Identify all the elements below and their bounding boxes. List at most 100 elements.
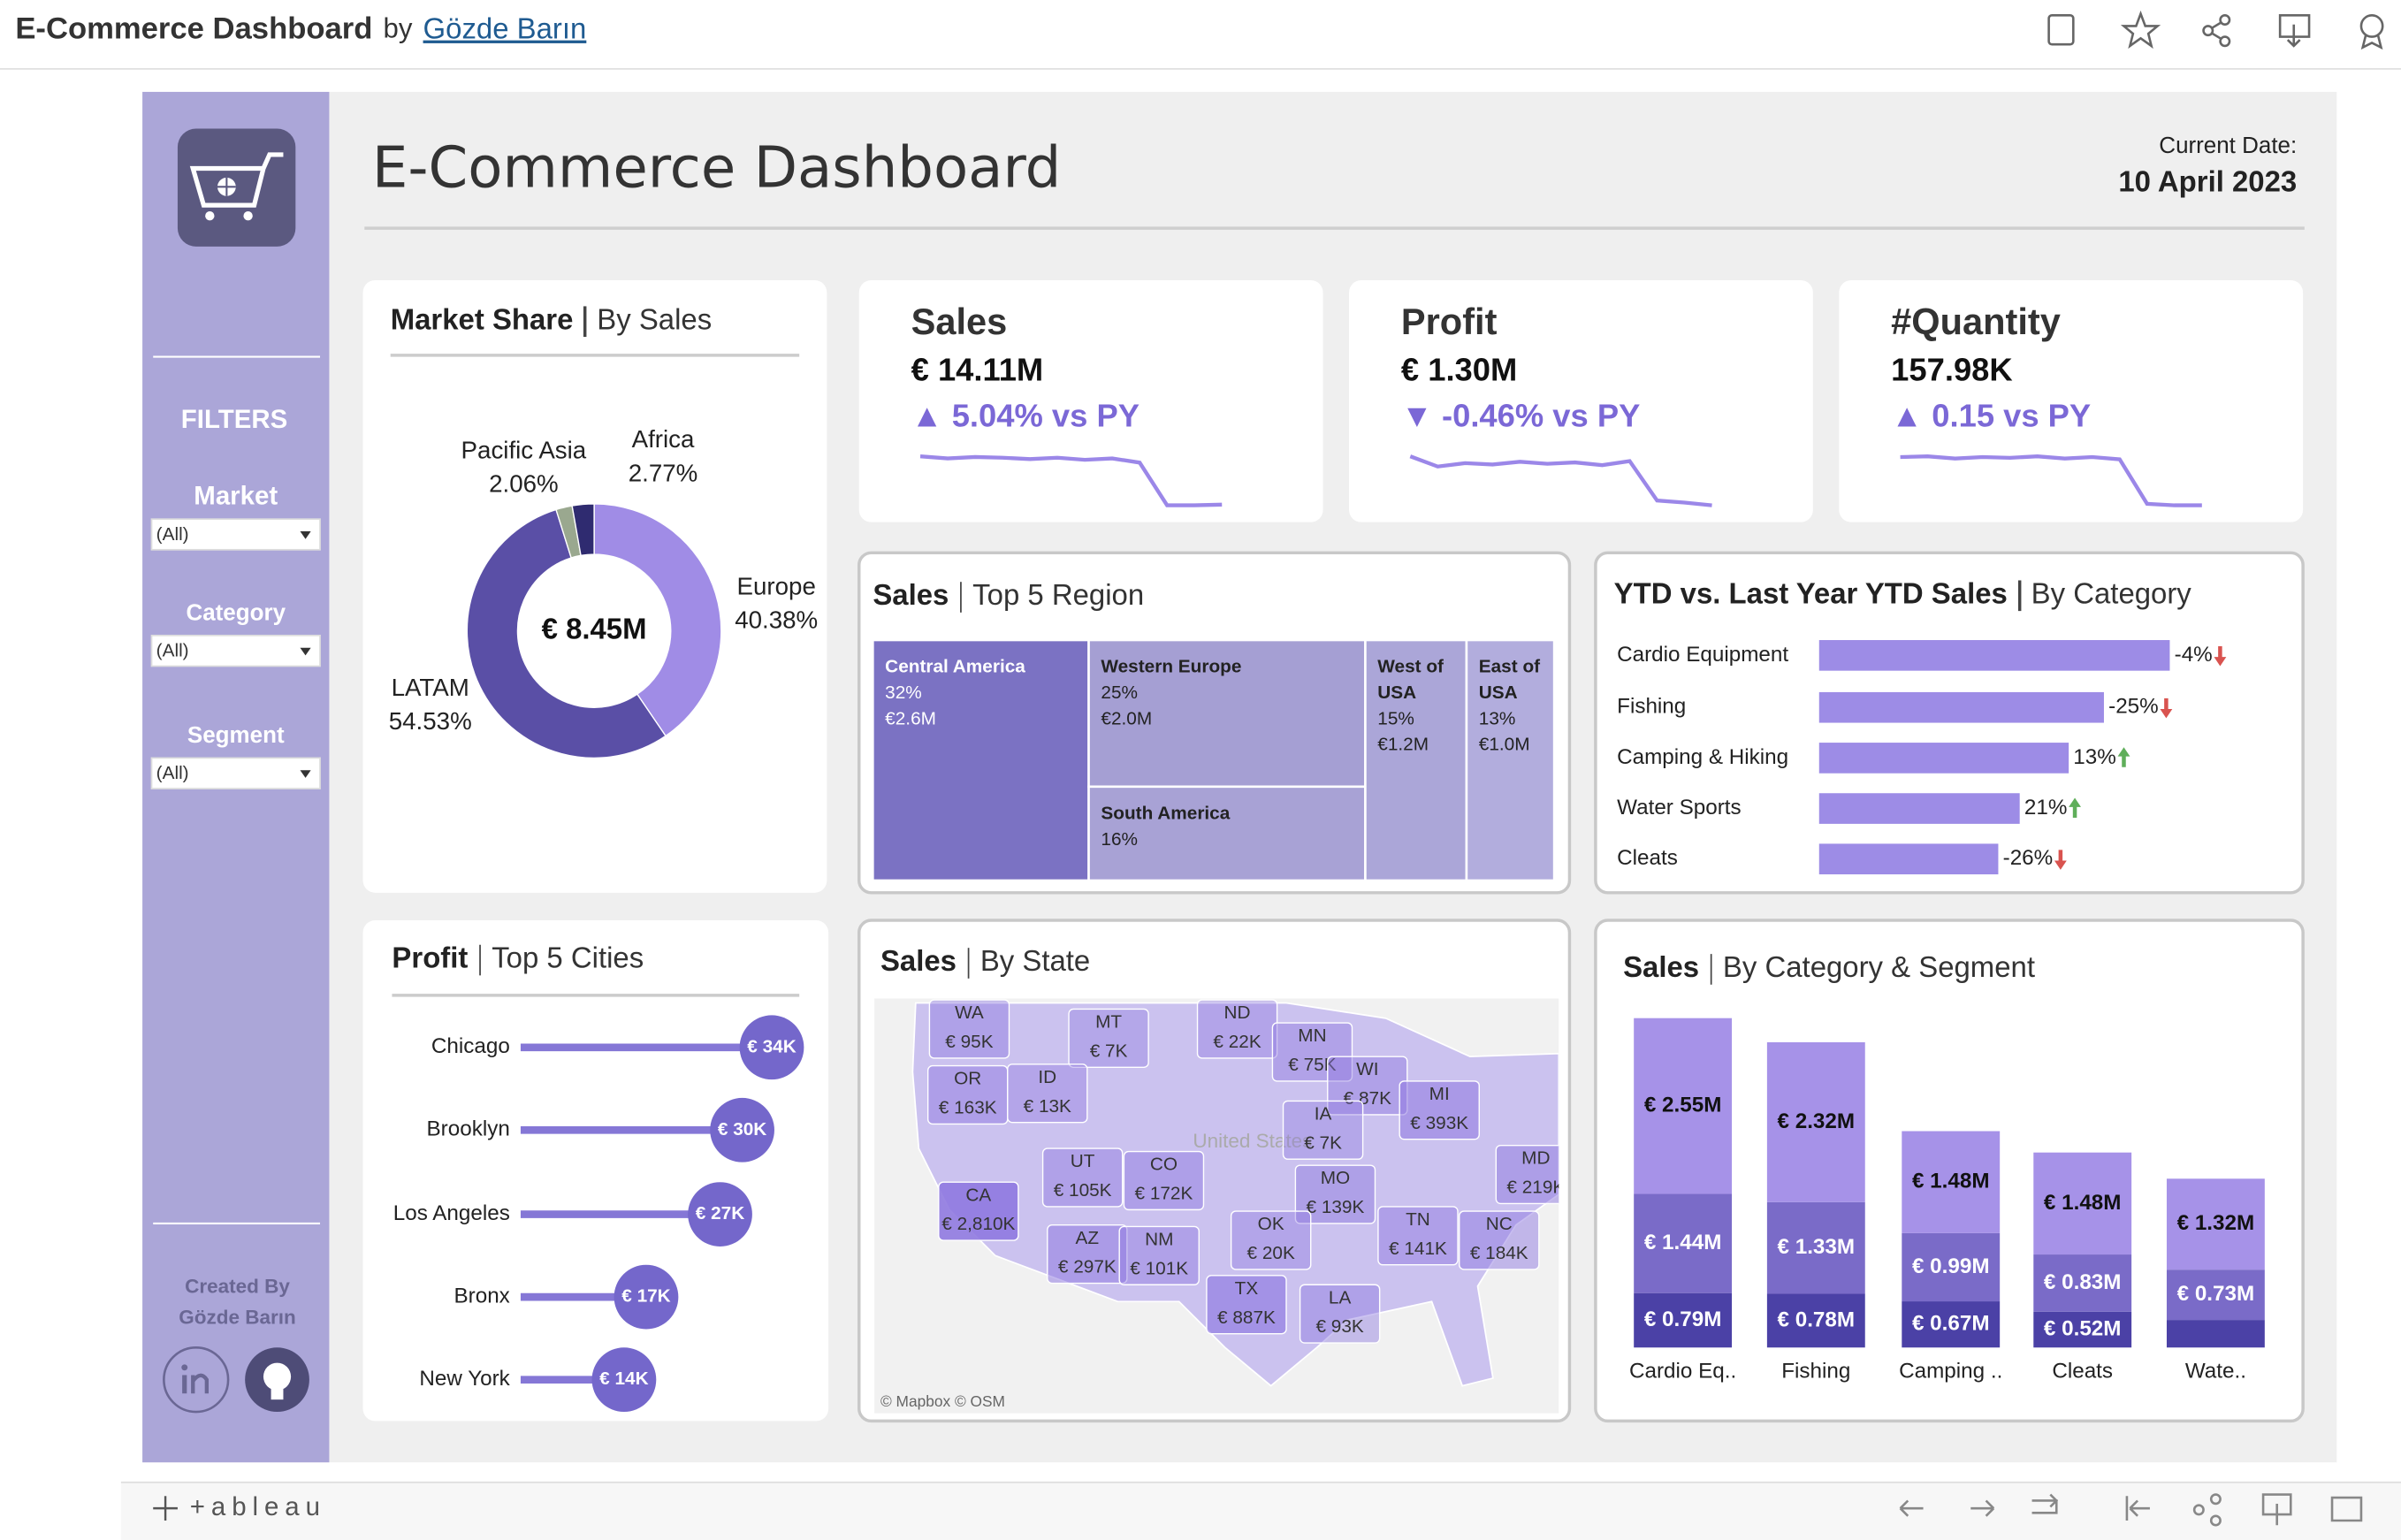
filter-dropdown[interactable]: (All) bbox=[150, 518, 321, 551]
card-title-main: Profit bbox=[392, 942, 469, 976]
edit-icon[interactable] bbox=[2047, 14, 2075, 46]
dropdown-value: (All) bbox=[156, 763, 189, 783]
region-sales: €1.0M bbox=[1478, 733, 1530, 755]
slice-value: 2.77% bbox=[629, 459, 698, 486]
value-label: € 2.55M bbox=[1644, 1093, 1722, 1117]
state-code: WI bbox=[1356, 1059, 1378, 1079]
kpi-value: € 14.11M bbox=[911, 352, 1044, 388]
card-title: Market Share By Sales bbox=[391, 300, 819, 342]
metrics-icon[interactable] bbox=[2359, 14, 2384, 50]
state-value: € 22K bbox=[1213, 1032, 1261, 1052]
slice-label: Pacific Asia bbox=[461, 436, 587, 463]
share-icon[interactable] bbox=[2202, 14, 2231, 48]
change-label: -26% bbox=[2003, 846, 2054, 870]
cart-logo bbox=[177, 128, 296, 247]
separator bbox=[1710, 954, 1712, 985]
card-subtitle: By State bbox=[979, 946, 1091, 979]
reset-button[interactable] bbox=[2125, 1496, 2150, 1521]
state-value: € 87K bbox=[1344, 1088, 1391, 1109]
filter-dropdown[interactable]: (All) bbox=[150, 757, 321, 789]
state-code: IA bbox=[1315, 1103, 1332, 1124]
value-label: € 1.44M bbox=[1644, 1231, 1722, 1254]
value-label: € 0.52M bbox=[2044, 1316, 2122, 1340]
region-share: 13% bbox=[1478, 707, 1516, 729]
value-label: € 2.32M bbox=[1778, 1109, 1856, 1133]
redo-button[interactable] bbox=[1970, 1499, 1995, 1517]
state-code: MT bbox=[1095, 1012, 1122, 1033]
category-label: Cleats bbox=[1617, 846, 1678, 870]
linkedin-icon[interactable] bbox=[163, 1346, 230, 1414]
card-title-box: Market Share By Sales bbox=[391, 300, 819, 342]
state-value: € 172K bbox=[1135, 1184, 1193, 1204]
treemap-label: West of USA 15% €1.2M bbox=[1365, 640, 1466, 772]
state-value: € 95K bbox=[945, 1032, 993, 1052]
state-code: CO bbox=[1150, 1155, 1178, 1175]
card-subtitle: By Category bbox=[2031, 578, 2191, 612]
kpi-title: #Quantity bbox=[1891, 301, 2061, 342]
sparkline bbox=[919, 454, 1223, 507]
by-text: by bbox=[384, 13, 413, 44]
bar-segment bbox=[1634, 1292, 1733, 1348]
state-area bbox=[1399, 1080, 1480, 1140]
created-by: Created By bbox=[185, 1276, 290, 1298]
state-code: WA bbox=[955, 1003, 984, 1023]
revert-button[interactable] bbox=[2031, 1493, 2059, 1514]
change-label: 21% bbox=[2024, 796, 2068, 820]
slice-value: 54.53% bbox=[389, 707, 472, 735]
treemap-label-box: East of USA 13% €1.0M bbox=[1478, 655, 1540, 755]
category-label: Camping & Hiking bbox=[1617, 745, 1788, 769]
state-area bbox=[1047, 1224, 1128, 1285]
treemap-cell bbox=[1465, 638, 1556, 882]
card bbox=[858, 279, 1323, 522]
state-code: LA bbox=[1329, 1287, 1352, 1307]
bar-segment bbox=[1766, 1293, 1865, 1348]
fullscreen-button[interactable] bbox=[2330, 1496, 2363, 1522]
filters-title: FILTERS bbox=[181, 405, 287, 434]
state-code: NM bbox=[1145, 1230, 1173, 1250]
lollipop-head bbox=[739, 1015, 804, 1080]
value-label: € 0.67M bbox=[1912, 1312, 1990, 1336]
change-label: 13% bbox=[2073, 745, 2116, 769]
dropdown-box bbox=[150, 757, 321, 789]
filter-dropdown[interactable]: (All) bbox=[150, 634, 321, 667]
card-title-main: Market Share bbox=[390, 304, 574, 338]
category-label: Cardio Equipment bbox=[1617, 643, 1788, 667]
favorite-icon[interactable] bbox=[2120, 10, 2161, 50]
download-icon[interactable] bbox=[2278, 14, 2311, 48]
card-title-box: Sales By Category & Segment bbox=[1623, 952, 2035, 985]
state-code: MN bbox=[1298, 1025, 1326, 1046]
dropdown-value: (All) bbox=[156, 641, 189, 661]
share-button[interactable] bbox=[2192, 1493, 2222, 1527]
treemap-cell bbox=[1087, 785, 1367, 882]
card-title-box: Sales By State bbox=[880, 946, 1091, 979]
card-title: Sales Top 5 Region bbox=[873, 576, 1332, 618]
dropdown-arrow bbox=[300, 770, 311, 778]
category-label: Water Sports bbox=[1617, 796, 1742, 820]
date-label: Current Date: bbox=[2159, 132, 2297, 158]
state-value: € 2,810K bbox=[941, 1214, 1015, 1234]
state-value: € 7K bbox=[1304, 1132, 1342, 1153]
state-value: € 393K bbox=[1410, 1113, 1468, 1133]
state-code: TN bbox=[1406, 1209, 1430, 1230]
undo-button[interactable] bbox=[1899, 1499, 1924, 1517]
author-link[interactable]: Gözde Barın bbox=[423, 11, 587, 44]
download-button[interactable] bbox=[2261, 1493, 2292, 1526]
treemap-cell bbox=[872, 638, 1090, 882]
state-value: € 7K bbox=[1090, 1041, 1128, 1061]
bar bbox=[1818, 793, 2020, 824]
bar-segment bbox=[2166, 1178, 2265, 1270]
state-code: NC bbox=[1486, 1214, 1513, 1234]
region-sales: €2.0M bbox=[1101, 707, 1153, 729]
state-area bbox=[1294, 1164, 1376, 1224]
donut-slice bbox=[571, 503, 595, 557]
sparkline bbox=[1900, 454, 2202, 507]
github-icon[interactable] bbox=[245, 1347, 309, 1413]
cart-wheel bbox=[205, 211, 215, 221]
dashboard-title: E-Commerce Dashboard bbox=[372, 136, 1061, 202]
filter-label: Market bbox=[194, 482, 278, 511]
card-title-box: Sales Top 5 Region bbox=[873, 576, 1332, 618]
state-value: € 184K bbox=[1470, 1243, 1528, 1263]
treemap-cell bbox=[1087, 638, 1367, 789]
toolbar-buttons bbox=[1899, 1493, 2363, 1527]
